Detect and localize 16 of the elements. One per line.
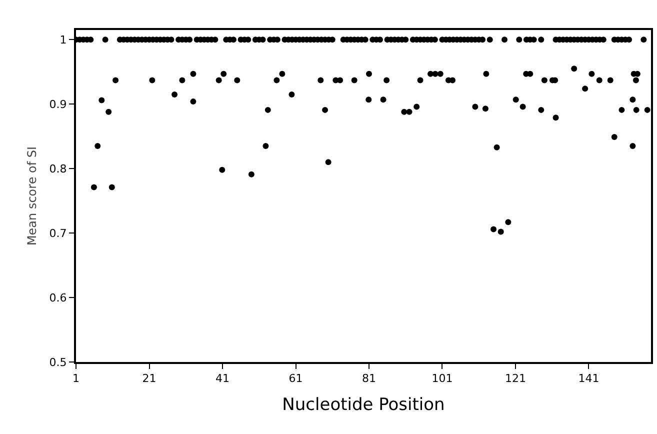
x-tick-label: 81 bbox=[362, 372, 376, 386]
x-tick-label: 121 bbox=[504, 372, 526, 386]
x-tick-label: 61 bbox=[288, 372, 303, 386]
x-axis-title: Nucleotide Position bbox=[282, 395, 445, 416]
y-axis-title: Mean score of SI bbox=[25, 146, 40, 246]
y-tick-label: 0.7 bbox=[49, 226, 67, 240]
y-tick-label: 0.6 bbox=[49, 291, 67, 304]
x-tick-label: 41 bbox=[216, 372, 230, 386]
x-tick-label: 101 bbox=[432, 372, 453, 386]
y-tick-label: 1 bbox=[60, 34, 67, 47]
x-tick-label: 21 bbox=[142, 372, 156, 386]
y-tick-label: 0.5 bbox=[49, 356, 67, 369]
x-tick-label: 1 bbox=[72, 372, 80, 386]
x-tick-label: 141 bbox=[578, 372, 600, 386]
y-tick-label: 0.8 bbox=[49, 162, 67, 176]
y-tick-label: 0.9 bbox=[49, 98, 67, 111]
